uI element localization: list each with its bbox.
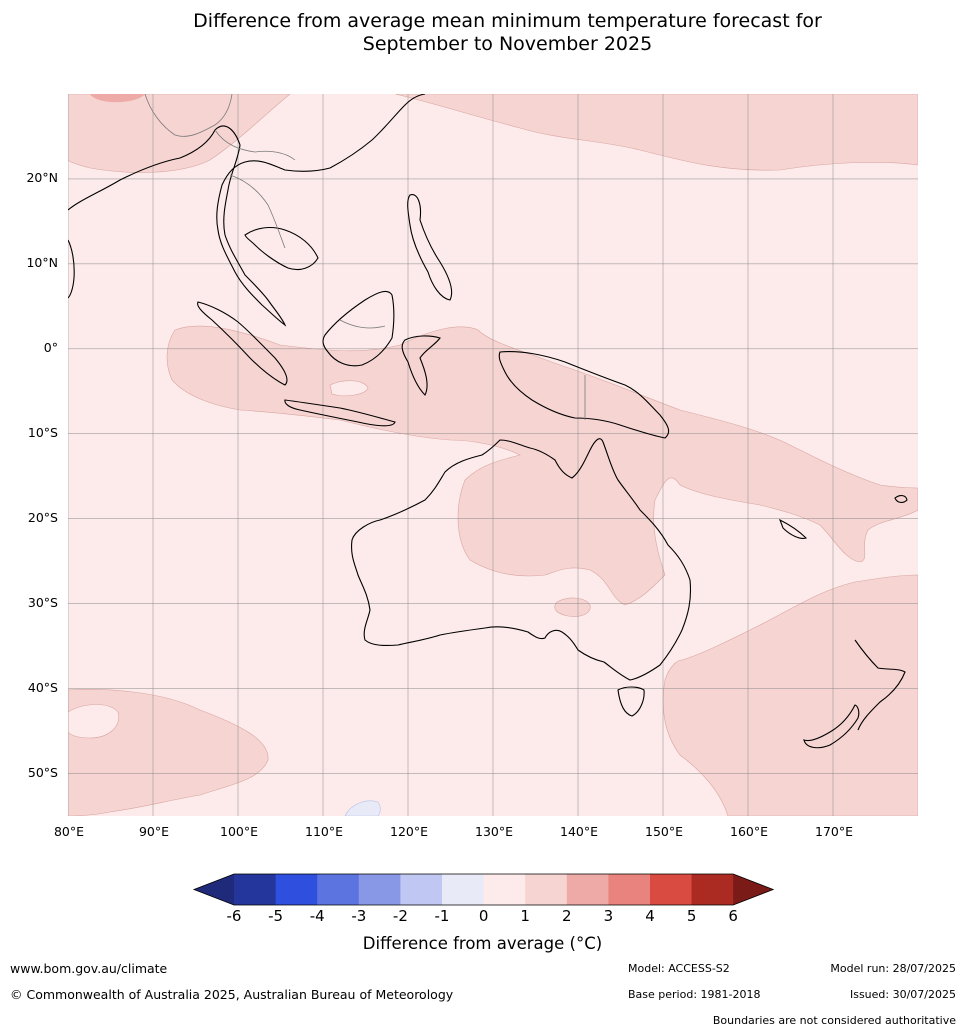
colorbar-over-arrow xyxy=(733,874,774,905)
latitude-label: 10°N xyxy=(26,254,58,270)
colorbar-segment xyxy=(525,874,568,905)
colorbar-segment xyxy=(400,874,443,905)
borneo-coastline xyxy=(322,290,395,367)
colorbar-tick-label: -3 xyxy=(351,907,367,925)
latitude-label: 50°S xyxy=(27,764,58,780)
new-guinea-coastline xyxy=(498,351,670,439)
longitude-label: 140°E xyxy=(559,824,599,839)
anomaly-inner-0-1 xyxy=(68,380,369,739)
colorbar-tick-label: -1 xyxy=(434,907,450,925)
colorbar-tick-label: 5 xyxy=(686,907,697,925)
longitude-label: 130°E xyxy=(474,824,514,839)
map-title-line2: September to November 2025 xyxy=(362,33,653,55)
colorbar-outline xyxy=(192,873,775,906)
anomaly-region-north-west xyxy=(68,94,291,173)
map-title-line1: Difference from average mean minimum tem… xyxy=(193,10,822,32)
longitude-label: 80°E xyxy=(53,824,85,839)
colorbar-tick-label: -2 xyxy=(392,907,408,925)
colorbar-tick-label: 4 xyxy=(645,907,655,925)
colorbar-title: Difference from average (°C) xyxy=(362,934,603,953)
longitude-label: 90°E xyxy=(138,824,170,839)
anomaly-region-coral-sea-small xyxy=(554,597,591,617)
base-period: Base period: 1981-2018 xyxy=(628,988,761,1001)
java-coastline xyxy=(284,399,396,427)
colorbar-tick-label: 2 xyxy=(562,907,572,925)
map-title: Difference from average mean minimum tem… xyxy=(0,10,965,56)
anomaly-region-north-east xyxy=(394,94,918,171)
latitude-label: 0° xyxy=(43,339,58,355)
nz-north-coastline xyxy=(854,639,906,731)
colorbar-segment xyxy=(650,874,693,905)
mainland-asia-coastline xyxy=(68,94,426,327)
fiji-coastline xyxy=(894,495,908,503)
anomaly-region-2-3 xyxy=(90,94,145,103)
anomaly-region-maritime xyxy=(166,325,918,606)
anomaly-field-1-2 xyxy=(68,94,918,816)
new-caledonia-coastline xyxy=(778,518,808,539)
colorbar-segment xyxy=(317,874,360,905)
latitude-label: 10°S xyxy=(27,424,58,440)
indochina-coastline xyxy=(244,226,319,271)
anomaly-inner-west-au xyxy=(329,380,369,397)
sulawesi-coastline xyxy=(401,335,441,396)
colorbar-segment xyxy=(608,874,651,905)
colorbar-segment xyxy=(442,874,485,905)
colorbar-tick-label: 0 xyxy=(478,907,489,925)
coastlines xyxy=(68,94,908,749)
model-name: Model: ACCESS-S2 xyxy=(628,962,730,975)
website-link[interactable]: www.bom.gov.au/climate xyxy=(10,961,168,976)
colorbar-tick-label: 1 xyxy=(520,907,530,925)
longitude-label: 150°E xyxy=(644,824,684,839)
longitude-label: 100°E xyxy=(219,824,259,839)
boundary-disclaimer: Boundaries are not considered authoritat… xyxy=(712,1014,956,1027)
longitude-label: 110°E xyxy=(304,824,344,839)
tasmania-coastline xyxy=(617,686,645,717)
colorbar-segment xyxy=(566,874,609,905)
anomaly-region-south-east xyxy=(662,574,918,816)
model-run-date: Model run: 28/07/2025 xyxy=(830,962,956,975)
country-boundaries xyxy=(144,94,586,420)
colorbar-segment xyxy=(358,874,401,905)
india-coastline xyxy=(68,239,75,299)
longitude-label: 170°E xyxy=(814,824,854,839)
sumatra-coastline xyxy=(197,301,288,386)
latitude-label: 20°S xyxy=(27,509,58,525)
colorbar xyxy=(192,873,775,906)
colorbar-segment xyxy=(234,874,277,905)
colorbar-tick-label: 3 xyxy=(603,907,614,925)
colorbar-tick-label: -4 xyxy=(309,907,325,925)
colorbar-under-arrow xyxy=(194,874,234,905)
issued-date: Issued: 30/07/2025 xyxy=(849,988,956,1001)
anomaly-inner-sw xyxy=(68,704,120,739)
colorbar-segment xyxy=(483,874,526,905)
philippines-coastline xyxy=(407,194,453,301)
colorbar-segment xyxy=(691,874,734,905)
longitude-label: 160°E xyxy=(729,824,769,839)
colorbar-segment xyxy=(275,874,318,905)
anomaly-region-negative xyxy=(344,800,381,816)
nz-south-coastline xyxy=(803,704,860,749)
colorbar-tick-label: 6 xyxy=(728,907,738,925)
copyright-text: © Commonwealth of Australia 2025, Austra… xyxy=(10,987,454,1002)
colorbar-tick-label: -6 xyxy=(226,907,242,925)
latitude-label: 30°S xyxy=(27,594,58,610)
latitude-label: 40°S xyxy=(27,679,58,695)
longitude-label: 120°E xyxy=(389,824,429,839)
australia-coastline xyxy=(351,438,692,681)
latitude-label: 20°N xyxy=(26,169,58,185)
colorbar-tick-label: -5 xyxy=(268,907,284,925)
